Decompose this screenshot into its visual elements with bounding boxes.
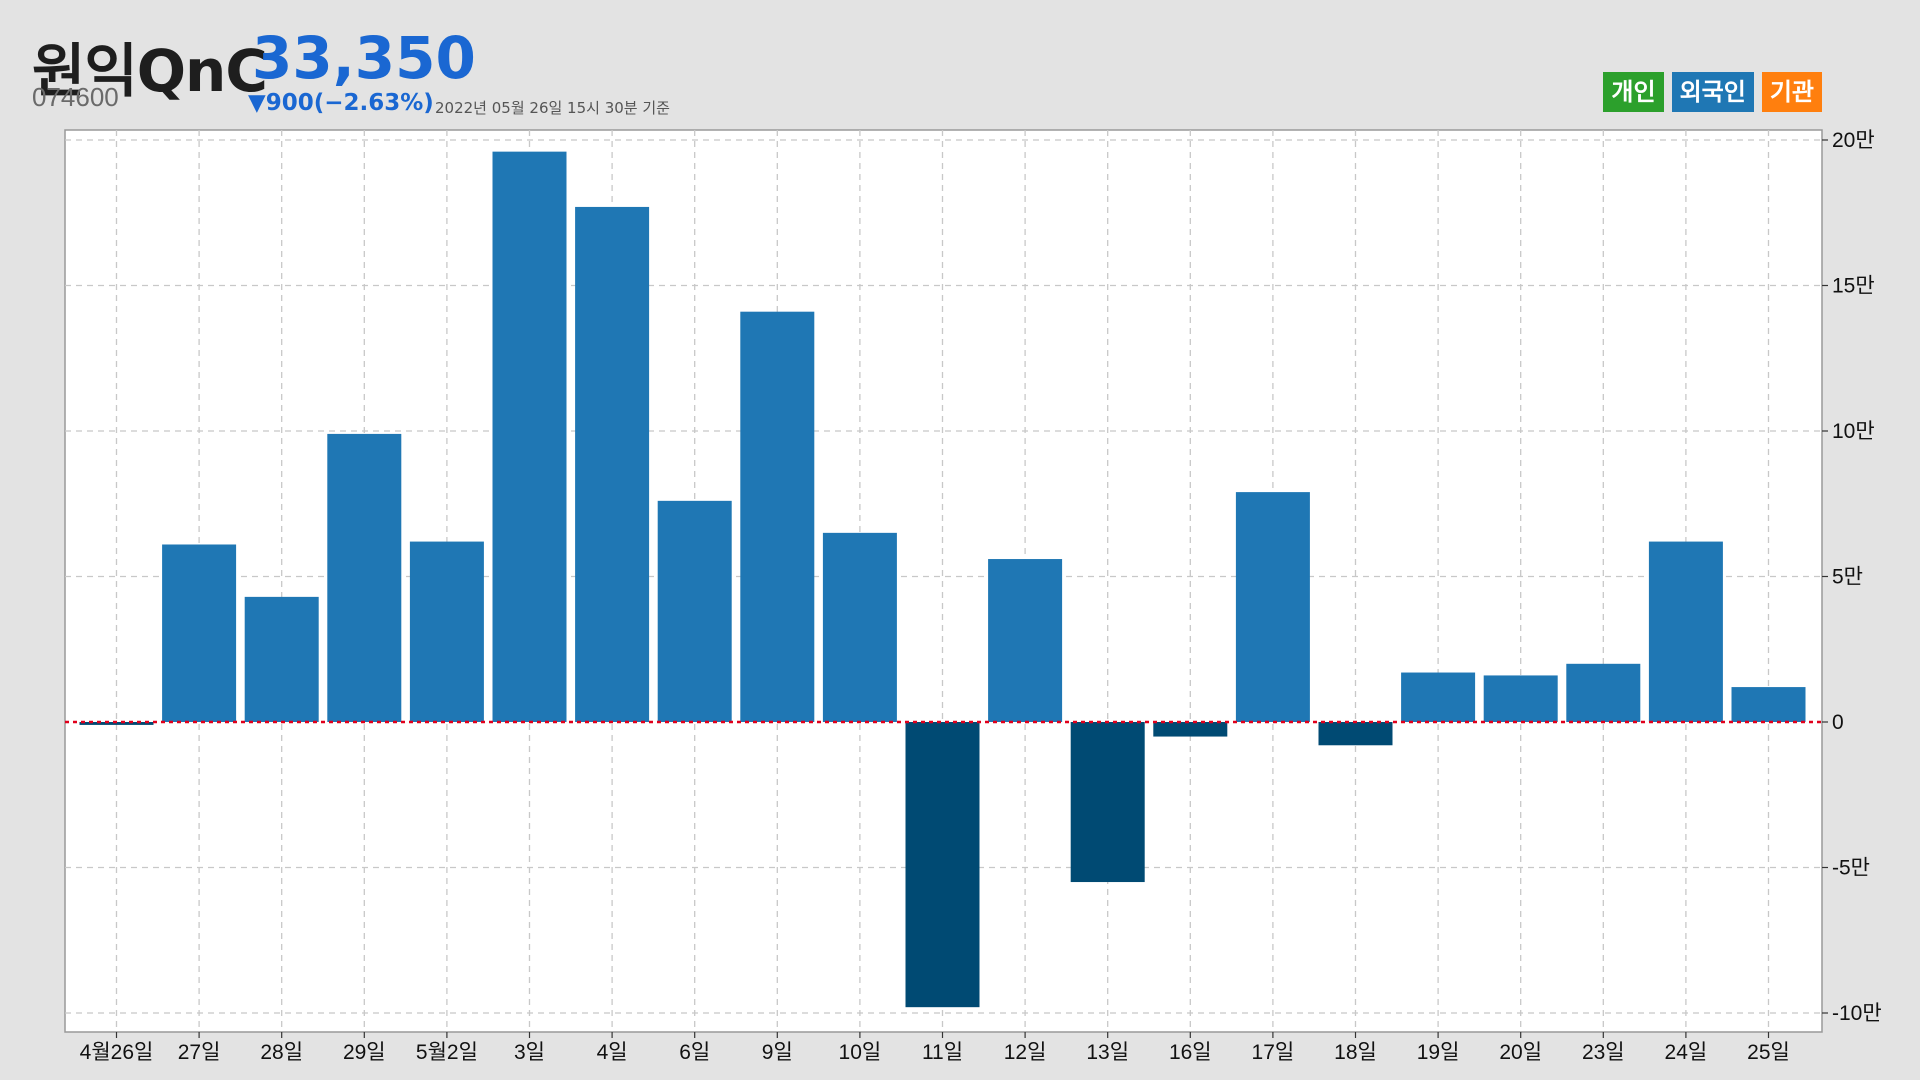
y-tick-label-4: 0: [1832, 711, 1844, 734]
bar-4일[interactable]: [575, 206, 650, 722]
x-tick-label-16: 19일: [1417, 1041, 1460, 1064]
stock-price: 33,350: [252, 24, 476, 92]
bar-13일[interactable]: [1070, 722, 1145, 883]
x-tick-label-18: 23일: [1582, 1041, 1625, 1064]
bar-5월2일[interactable]: [409, 541, 484, 722]
y-axis-ticks: 20만 15만 10만 5만 0 -5만 -10만: [1822, 129, 1882, 1025]
as-of-timestamp: 2022년 05월 26일 15시 30분 기준: [435, 99, 670, 117]
bar-9일[interactable]: [740, 311, 815, 722]
legend: 개인 외국인 기관: [1603, 72, 1822, 112]
x-tick-label-4: 5월2일: [416, 1041, 478, 1064]
legend-institution[interactable]: 기관: [1761, 72, 1822, 112]
x-tick-label-20: 25일: [1747, 1041, 1790, 1064]
bar-27일[interactable]: [162, 544, 237, 722]
price-change: ▼900(−2.63%): [248, 90, 434, 116]
bar-25일[interactable]: [1731, 687, 1806, 722]
bar-20일[interactable]: [1483, 675, 1558, 722]
bar-16일[interactable]: [1153, 722, 1228, 737]
y-tick-label-0: 20만: [1832, 129, 1875, 152]
bar-24일[interactable]: [1648, 541, 1723, 722]
bar-6일[interactable]: [657, 500, 732, 722]
y-tick-label-3: 5만: [1832, 566, 1863, 589]
x-tick-label-10: 11일: [922, 1041, 963, 1064]
x-tick-label-12: 13일: [1086, 1041, 1129, 1064]
legend-individual[interactable]: 개인: [1603, 72, 1664, 112]
x-tick-label-3: 29일: [343, 1041, 386, 1064]
bar-4월26일[interactable]: [79, 722, 154, 725]
bar-11일[interactable]: [905, 722, 980, 1008]
x-tick-label-5: 3일: [514, 1041, 545, 1064]
bar-18일[interactable]: [1318, 722, 1393, 746]
x-tick-label-6: 4일: [597, 1041, 628, 1064]
x-tick-label-9: 10일: [839, 1041, 882, 1064]
bar-28일[interactable]: [244, 596, 319, 722]
y-tick-label-1: 15만: [1832, 275, 1875, 298]
bar-23일[interactable]: [1566, 663, 1641, 722]
bar-29일[interactable]: [327, 433, 402, 722]
x-tick-label-0: 4월26일: [80, 1041, 154, 1064]
y-tick-label-5: -5만: [1832, 857, 1870, 880]
stock-code: 074600: [32, 82, 119, 112]
x-tick-label-19: 24일: [1665, 1041, 1708, 1064]
bar-10일[interactable]: [822, 532, 897, 722]
stock-name: 원익QnC: [32, 37, 268, 105]
x-tick-label-15: 18일: [1334, 1041, 1377, 1064]
x-tick-label-8: 9일: [762, 1041, 793, 1064]
y-tick-label-2: 10만: [1832, 420, 1875, 443]
bars: [79, 151, 1806, 1008]
x-tick-label-14: 17일: [1252, 1041, 1295, 1064]
bar-19일[interactable]: [1401, 672, 1476, 722]
bar-12일[interactable]: [988, 559, 1063, 722]
x-tick-label-7: 6일: [679, 1041, 710, 1064]
y-tick-label-6: -10만: [1832, 1002, 1882, 1025]
legend-foreign[interactable]: 외국인: [1671, 72, 1754, 112]
bar-17일[interactable]: [1235, 492, 1310, 722]
x-tick-label-1: 27일: [178, 1041, 221, 1064]
x-tick-label-17: 20일: [1499, 1041, 1542, 1064]
x-axis-ticks: 4월26일 27일 28일 29일 5월2일 3일 4일 6일 9일 10일 11일 12일 13일 16…: [80, 1032, 1790, 1064]
bar-3일[interactable]: [492, 151, 567, 722]
x-tick-label-2: 28일: [260, 1041, 303, 1064]
header: 원익QnC 33,350 074600 ▼900(−2.63%) 2022년 0…: [0, 0, 1920, 130]
x-tick-label-11: 12일: [1004, 1041, 1047, 1064]
x-tick-label-13: 16일: [1169, 1041, 1212, 1064]
